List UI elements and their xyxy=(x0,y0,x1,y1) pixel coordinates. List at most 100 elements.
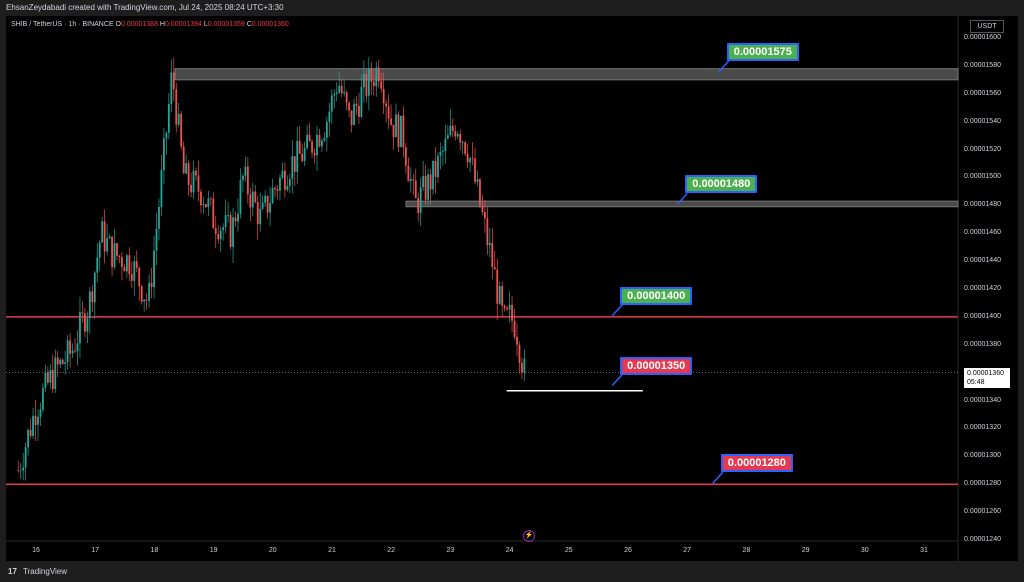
candle-body xyxy=(160,170,163,207)
candle-body xyxy=(111,236,113,268)
candle-body xyxy=(209,198,212,200)
candle-body xyxy=(88,291,91,319)
price-chart[interactable] xyxy=(6,16,1018,561)
candle-body xyxy=(422,175,425,188)
candle-body xyxy=(64,362,67,364)
candle-body xyxy=(459,133,462,143)
candle-body xyxy=(44,372,47,388)
candle-body xyxy=(360,87,363,117)
candle-body xyxy=(474,158,476,182)
candle-body xyxy=(150,282,153,288)
candle-body xyxy=(185,163,188,174)
candle-body xyxy=(219,230,222,240)
candle-body xyxy=(385,103,388,107)
candle-body xyxy=(175,89,178,125)
candle-body xyxy=(51,369,54,390)
x-tick-label: 17 xyxy=(91,547,100,554)
candle-body xyxy=(190,184,192,193)
currency-unit-button[interactable]: USDT xyxy=(970,20,1004,33)
candle-body xyxy=(476,179,479,182)
candle-body xyxy=(113,243,116,268)
candle-body xyxy=(74,350,76,352)
y-tick-label: 0.00001540 xyxy=(964,117,1001,125)
candle-body xyxy=(214,228,217,234)
candle-body xyxy=(93,272,96,303)
candle-body xyxy=(37,416,39,425)
candle-body xyxy=(237,213,239,222)
candle-body xyxy=(377,67,380,82)
annotation-pointer xyxy=(611,374,623,387)
candle-body xyxy=(249,194,252,208)
y-tick-label: 0.00001340 xyxy=(964,396,1001,404)
candle-body xyxy=(61,359,64,364)
price-label[interactable]: 0.00001480 xyxy=(685,175,758,194)
candle-body xyxy=(232,217,234,248)
candle-body xyxy=(81,312,84,314)
candle-body xyxy=(79,312,81,344)
candle-body xyxy=(281,170,284,178)
candle-body xyxy=(153,250,155,288)
candle-body xyxy=(66,340,69,363)
candle-body xyxy=(180,113,183,147)
candle-body xyxy=(158,206,160,229)
candle-body xyxy=(234,217,237,222)
candle-body xyxy=(182,146,185,174)
y-tick-label: 0.00001500 xyxy=(964,173,1001,181)
price-label[interactable]: 0.00001280 xyxy=(720,454,793,473)
annotation-pointer xyxy=(611,304,623,317)
y-tick-label: 0.00001560 xyxy=(964,89,1001,97)
candle-body xyxy=(464,142,467,154)
candle-body xyxy=(506,308,509,310)
candle-body xyxy=(56,357,59,365)
candle-body xyxy=(39,409,42,417)
candle-body xyxy=(483,211,486,219)
candle-body xyxy=(34,415,37,425)
candle-body xyxy=(355,103,358,106)
candle-body xyxy=(27,429,30,448)
candle-body xyxy=(86,318,89,332)
price-label[interactable]: 0.00001400 xyxy=(620,286,693,305)
x-tick-label: 16 xyxy=(32,547,40,554)
candle-body xyxy=(29,429,32,436)
candle-body xyxy=(521,362,523,373)
candle-body xyxy=(130,274,133,281)
lightning-icon[interactable]: ⚡ xyxy=(523,530,535,542)
candle-body xyxy=(200,191,202,206)
candle-body xyxy=(49,369,52,383)
candle-body xyxy=(296,141,299,172)
y-tick-label: 0.00001380 xyxy=(964,340,1001,348)
candle-body xyxy=(380,81,383,89)
candle-body xyxy=(372,81,375,87)
candle-body xyxy=(316,134,318,156)
candle-body xyxy=(513,320,516,337)
candle-body xyxy=(259,208,262,225)
candle-body xyxy=(400,115,402,148)
candle-body xyxy=(204,203,207,208)
price-label[interactable]: 0.00001575 xyxy=(726,42,799,61)
candle-body xyxy=(439,151,442,156)
candle-body xyxy=(125,255,128,272)
candle-body xyxy=(466,153,469,163)
candle-body xyxy=(412,179,415,181)
candle-body xyxy=(172,72,175,90)
x-tick-label: 29 xyxy=(801,547,810,554)
candle-body xyxy=(308,134,311,142)
candle-body xyxy=(358,105,360,117)
candle-body xyxy=(409,179,412,182)
candle-body xyxy=(177,113,180,125)
candle-body xyxy=(202,203,205,206)
candle-body xyxy=(133,261,136,281)
price-label[interactable]: 0.00001350 xyxy=(620,356,693,375)
candle-body xyxy=(229,215,232,248)
candle-body xyxy=(503,305,506,309)
candle-body xyxy=(261,202,264,209)
ohlc-c: C0.00001360 xyxy=(244,21,289,28)
candle-body xyxy=(518,344,521,363)
x-tick-label: 24 xyxy=(505,547,514,554)
candle-body xyxy=(340,85,343,94)
candle-body xyxy=(407,165,410,182)
candle-body xyxy=(276,189,279,191)
chart-pane[interactable]: SHIB / TetherUS · 1h · BINANCE O0.000013… xyxy=(6,16,1018,561)
resistance-zone xyxy=(174,68,959,81)
candle-body xyxy=(187,163,190,185)
